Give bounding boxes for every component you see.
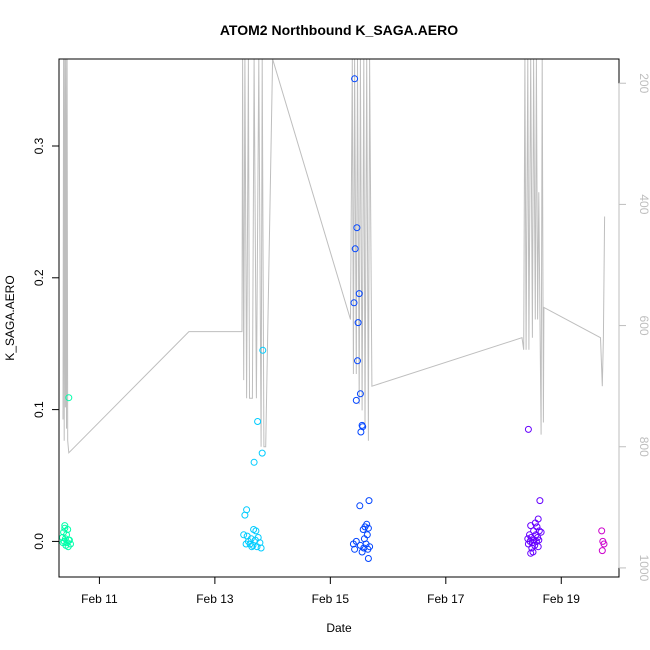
- secondary-tick-label: 1000: [637, 555, 650, 582]
- data-point: [524, 425, 532, 433]
- data-point: [524, 540, 532, 548]
- x-tick-label: Feb 15: [312, 592, 350, 606]
- data-point: [365, 497, 373, 505]
- data-point: [357, 428, 365, 436]
- data-point: [353, 224, 361, 232]
- data-point: [253, 543, 261, 551]
- data-point: [356, 502, 364, 510]
- data-point: [530, 527, 538, 535]
- altitude-trace: [62, 58, 606, 454]
- data-point: [354, 357, 361, 365]
- data-point: [364, 555, 372, 562]
- y-tick-label: 0.3: [32, 137, 46, 154]
- secondary-tick-label: 400: [637, 194, 650, 214]
- data-point: [351, 75, 359, 83]
- data-point: [364, 545, 372, 553]
- data-point: [534, 543, 542, 551]
- x-tick-label: Feb 19: [543, 592, 581, 606]
- data-point: [65, 394, 73, 402]
- points-layer: [59, 75, 608, 562]
- data-point: [248, 543, 256, 551]
- data-point: [351, 545, 359, 553]
- data-point: [241, 511, 249, 519]
- data-point: [258, 449, 266, 457]
- data-point: [354, 319, 362, 327]
- data-point: [65, 536, 73, 544]
- data-point: [600, 540, 608, 548]
- data-point: [254, 418, 262, 425]
- y-tick-label: 0.2: [32, 269, 46, 286]
- data-point: [349, 540, 357, 548]
- data-point: [257, 544, 265, 552]
- data-point: [242, 540, 250, 548]
- data-point: [598, 527, 606, 535]
- data-point: [359, 526, 367, 533]
- data-point: [356, 390, 364, 398]
- data-point: [364, 524, 372, 532]
- secondary-axis: 200 400 600 800 1000: [618, 73, 650, 582]
- data-point: [252, 527, 260, 535]
- x-tick-label: Feb 17: [427, 592, 465, 606]
- data-point: [249, 541, 257, 549]
- x-axis-label: Date: [326, 621, 352, 635]
- data-point: [527, 549, 535, 557]
- data-point: [350, 299, 358, 307]
- data-point: [59, 539, 67, 547]
- x-axis: Feb 11 Feb 13 Feb 15 Feb 17 Feb 19: [81, 576, 581, 606]
- data-point: [259, 346, 267, 354]
- secondary-tick-label: 600: [637, 316, 650, 336]
- y-axis: 0.0 0.1 0.2 0.3: [32, 137, 60, 550]
- data-point: [61, 524, 69, 532]
- data-point: [355, 290, 363, 298]
- data-point: [536, 497, 544, 505]
- data-point: [352, 396, 360, 404]
- data-point: [240, 531, 248, 539]
- data-point: [358, 548, 366, 556]
- data-point: [250, 458, 258, 466]
- data-point: [598, 547, 606, 555]
- data-point: [527, 522, 535, 530]
- data-point: [533, 523, 541, 531]
- x-tick-label: Feb 13: [196, 592, 234, 606]
- secondary-tick-label: 800: [637, 437, 650, 457]
- y-axis-label: K_SAGA.AERO: [3, 275, 17, 360]
- data-point: [528, 544, 536, 552]
- secondary-tick-label: 200: [637, 73, 650, 93]
- data-point: [351, 245, 359, 253]
- data-point: [360, 544, 368, 552]
- altitude-trace-layer: [62, 58, 606, 454]
- y-tick-label: 0.1: [32, 401, 46, 418]
- data-point: [64, 543, 72, 551]
- chart-title: ATOM2 Northbound K_SAGA.AERO: [220, 22, 458, 38]
- x-tick-label: Feb 11: [81, 592, 118, 606]
- y-tick-label: 0.0: [32, 533, 46, 550]
